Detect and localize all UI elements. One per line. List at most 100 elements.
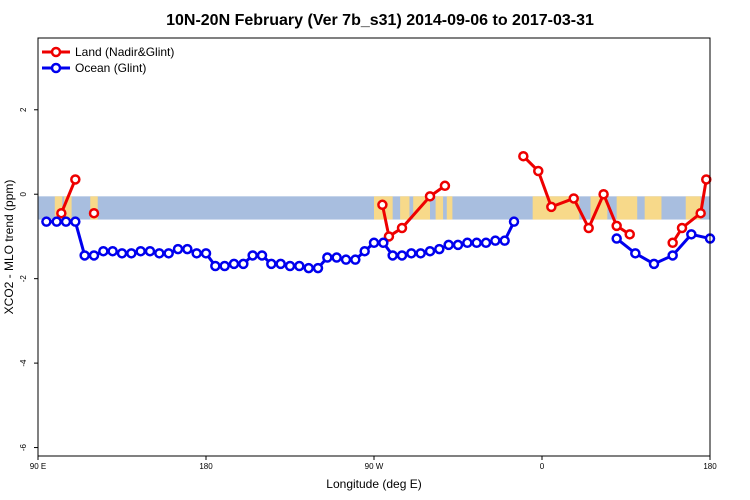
series-1-point-0-3 [70,216,81,227]
series-1-point-0-36 [378,237,389,249]
series-0-point-3-7 [624,229,635,240]
series-1-point-0-45 [462,237,473,249]
x-tick-label-4: 180 [703,462,717,471]
series-1-point-0-9 [126,248,137,259]
legend-label-ocean: Ocean (Glint) [75,61,146,75]
series-0-point-0-1 [70,174,81,185]
series-1-point-0-13 [163,248,174,259]
land-span-0 [54,196,63,220]
series-1-point-0-10 [135,245,146,257]
land-span-4 [400,196,410,220]
land-span-10 [616,196,638,220]
series-0-line-0 [59,178,77,214]
land-span-6 [435,196,444,220]
x-tick-label-2: 90 W [365,462,384,471]
y-tick-label-2: -2 [19,275,28,283]
series-0-point-4-0 [667,237,678,249]
land-span-1 [64,196,72,220]
series-1-point-0-46 [471,237,482,249]
legend: Land (Nadir&Glint) Ocean (Glint) [42,45,174,75]
series-0-point-2-1 [383,231,395,242]
series-1-point-0-30 [322,252,333,263]
series-1-point-0-40 [415,248,426,259]
series-1-point-0-42 [434,243,445,255]
series-1-point-0-47 [480,237,492,249]
series-0-point-4-2 [695,207,706,219]
series-1-point-0-20 [228,258,240,270]
series-0-point-3-5 [598,188,609,200]
series-0-point-3-2 [546,201,557,213]
series-1-point-0-8 [116,248,128,259]
series-1-point-0-27 [294,260,305,272]
series-1-point-0-28 [303,262,314,274]
series-1-point-0-50 [508,216,520,227]
series-1-point-0-33 [350,254,361,265]
series-0-point-2-3 [424,191,436,202]
series-0-point-4-3 [701,174,712,185]
x-tick-label-3: 0 [540,462,545,471]
series-0-point-3-1 [533,165,544,177]
series-1-point-0-41 [424,245,436,257]
series-1-point-0-39 [406,248,417,259]
series-1-point-0-44 [452,239,464,251]
land-span-7 [446,196,453,220]
series-1-point-1-2 [648,258,660,270]
series-1-point-0-21 [238,258,249,270]
x-tick-label-0: 90 E [30,462,46,471]
series-layer [41,150,716,274]
series-1-point-0-38 [396,250,408,261]
series-1-point-0-12 [154,248,165,259]
series-1-point-0-43 [443,239,454,251]
series-0-point-2-4 [439,180,451,192]
series-1-point-0-17 [200,248,212,259]
series-0-point-4-1 [676,222,688,234]
series-0-line-3 [522,155,631,236]
series-0-point-1-0 [88,207,100,219]
series-1-point-0-26 [284,260,296,272]
series-1-point-0-1 [51,216,62,227]
series-1-point-0-0 [41,216,52,227]
series-1-point-0-23 [256,250,268,261]
x-axis-label: Longitude (deg E) [326,477,421,491]
series-1-point-0-31 [331,252,342,263]
series-1-point-0-35 [368,237,380,249]
series-0-point-3-0 [518,150,529,162]
series-0-point-0-0 [56,207,67,219]
series-1-point-0-11 [144,245,156,257]
series-1-point-0-2 [60,216,72,227]
series-1-point-0-16 [191,248,202,259]
y-tick-label-3: 0 [19,191,28,196]
series-1-point-0-32 [340,254,352,265]
legend-marker-land [50,46,62,58]
y-axis-label: XCO2 - MLO trend (ppm) [2,180,16,315]
series-1-point-0-25 [275,258,286,270]
series-0-point-3-6 [611,220,622,232]
x-tick-label-1: 180 [199,462,213,471]
series-1-point-0-48 [490,235,501,246]
x-axis: 90 E 180 90 W 0 180 [30,456,717,471]
land-span-11 [644,196,662,220]
series-1-point-0-37 [387,250,398,261]
chart-title: 10N-20N February (Ver 7b_s31) 2014-09-06… [166,12,594,29]
series-1-point-1-0 [611,233,622,244]
series-1-point-0-14 [172,243,184,255]
land-span-2 [90,196,98,220]
y-tick-label-0: -6 [19,443,28,451]
series-0-line-4 [671,179,708,244]
series-1-point-0-4 [79,250,90,261]
series-1-point-0-18 [210,260,221,272]
series-1-point-0-29 [312,262,324,274]
series-0-point-2-0 [377,199,388,211]
series-0-point-3-3 [568,193,579,204]
y-axis: -6 -4 -2 0 2 [19,107,38,451]
series-1-point-0-22 [247,250,258,261]
series-1-point-0-24 [266,258,277,270]
series-1-point-0-6 [98,245,109,257]
series-1-point-1-1 [630,248,641,259]
series-1-point-0-49 [499,235,510,246]
legend-marker-ocean [50,62,62,74]
land-ocean-band [38,196,710,220]
series-0-point-2-2 [396,222,408,234]
series-1-point-0-15 [182,243,193,255]
